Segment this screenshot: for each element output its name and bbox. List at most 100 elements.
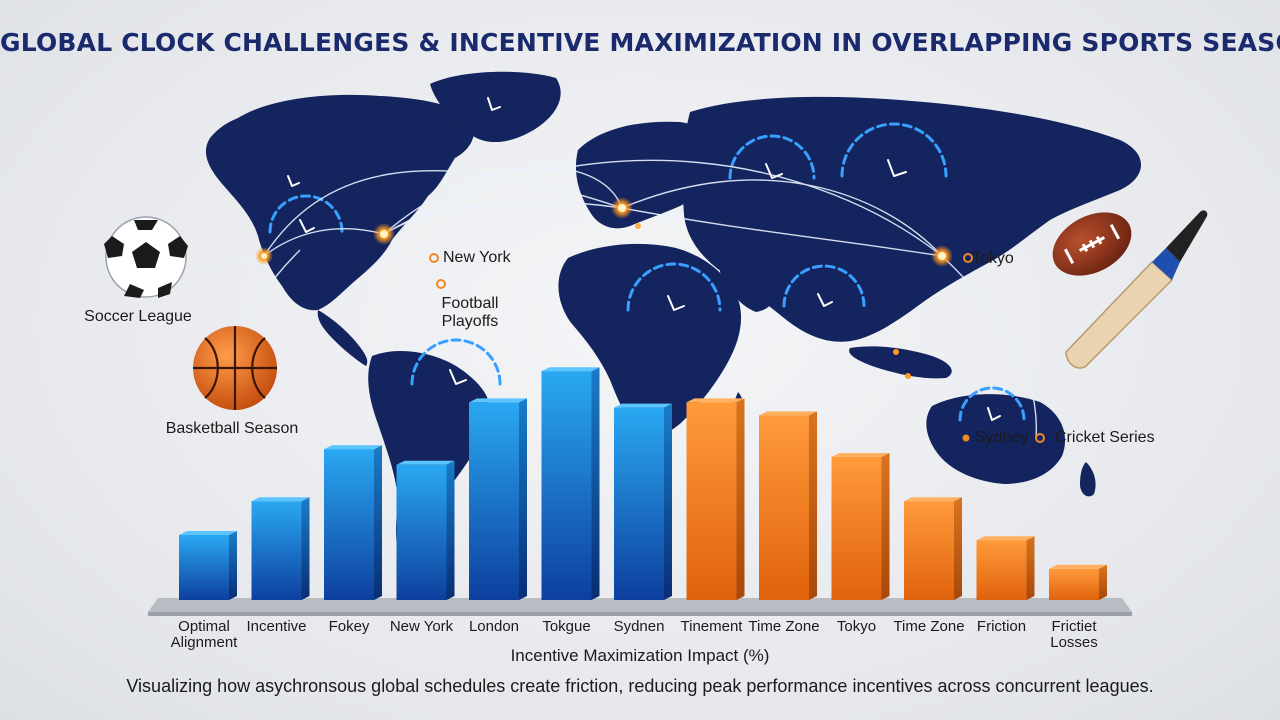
bar-1 (179, 531, 237, 600)
bar-top (759, 411, 817, 416)
chart-baseline (148, 598, 1132, 616)
bar-side (1026, 536, 1035, 600)
bar-side (736, 398, 745, 600)
bar-side (229, 531, 237, 600)
bar-top (251, 497, 310, 502)
label-dot-new-york (429, 253, 439, 263)
football-label-line2: Playoffs (441, 313, 499, 330)
indonesia-landmass (849, 346, 952, 379)
x-tick-label: Friction (976, 618, 1027, 635)
x-tick-label: Tinement (680, 618, 743, 635)
bar-series (179, 367, 1107, 600)
x-tick-label: Sydnen (613, 618, 665, 635)
africa-landmass (558, 243, 742, 436)
bar-top (396, 460, 455, 465)
caption: Visualizing how asychronsous global sche… (126, 676, 1154, 696)
bar-front (976, 540, 1027, 600)
arabia-landmass (720, 257, 776, 312)
clock-icon (268, 122, 1026, 422)
bar-top (469, 398, 527, 403)
label-dot-sydney (962, 434, 970, 442)
bar-front (179, 535, 229, 600)
bar-side (954, 497, 962, 600)
bar-13 (1049, 564, 1107, 600)
city-markers (255, 197, 1045, 443)
football-label-line1: Football (441, 295, 499, 312)
bar-top (179, 531, 237, 535)
bar-top (976, 536, 1035, 541)
cricket-series-label: Cricket Series (1055, 429, 1155, 446)
bar-top (686, 398, 745, 403)
central-america-landmass (317, 310, 368, 366)
x-tick-label: Tokgue (542, 618, 591, 635)
football-playoffs-label: Football Playoffs (442, 295, 499, 331)
north-america-landmass (205, 94, 475, 311)
x-tick-label: London (468, 618, 520, 635)
x-tick-label: Time Zone (893, 618, 965, 635)
bar-8 (686, 398, 745, 600)
x-tick-label: Incentive (246, 618, 307, 635)
bar-front (686, 402, 737, 600)
basketball-icon (193, 326, 277, 410)
bar-front (831, 457, 882, 600)
bar-6 (541, 367, 600, 600)
bar-front (614, 407, 664, 600)
x-axis-label: Incentive Maximization Impact (%) (510, 646, 770, 665)
bar-side (1099, 564, 1107, 600)
x-tick-label: Optimal Alignment (170, 618, 238, 651)
bar-front (904, 501, 954, 600)
soccer-league-label: Soccer League (84, 308, 192, 325)
bar-side (664, 403, 672, 600)
bar-12 (976, 536, 1035, 600)
bar-7 (614, 403, 672, 600)
bar-side (809, 411, 817, 600)
bar-front (324, 449, 374, 600)
bar-5 (469, 398, 527, 600)
new-zealand-landmass (1080, 462, 1096, 497)
sydney-label: Sydney (975, 429, 1029, 446)
bar-side (301, 497, 310, 600)
clock-hands (287, 97, 1001, 421)
bar-top (541, 367, 600, 372)
bar-9 (759, 411, 817, 600)
bar-11 (904, 497, 962, 600)
bar-side (881, 453, 890, 600)
soccer-ball-icon (104, 216, 188, 298)
x-tick-label: Frictiet Losses (1050, 618, 1098, 651)
bar-4 (396, 460, 455, 600)
football-icon (1052, 212, 1132, 276)
basketball-season-label: Basketball Season (165, 420, 299, 437)
bar-top (904, 497, 962, 502)
new-york-label: New York (443, 249, 511, 266)
label-dot-cricket (1035, 433, 1045, 443)
bar-side (446, 460, 455, 600)
bar-10 (831, 453, 890, 600)
bar-side (374, 445, 382, 600)
clock-gauges (268, 97, 1026, 422)
x-tick-label: Fokey (328, 618, 370, 635)
bar-top (1049, 564, 1107, 569)
label-dot-tokyo (963, 253, 973, 263)
bar-3 (324, 445, 382, 600)
bar-front (759, 415, 809, 600)
bar-side (519, 398, 527, 600)
label-dot-football (436, 279, 446, 289)
bar-front (251, 501, 302, 600)
bar-top (831, 453, 890, 457)
bar-2 (251, 497, 310, 600)
x-tick-label: Time Zone (748, 618, 820, 635)
greenland-landmass (430, 71, 561, 143)
bar-side (591, 367, 600, 600)
asia-landmass (682, 96, 1142, 342)
bar-front (396, 464, 447, 600)
bar-front (469, 402, 519, 600)
bar-front (1049, 568, 1099, 600)
bar-front (541, 371, 592, 600)
bar-top (324, 445, 382, 450)
tokyo-label: Tokyo (972, 250, 1014, 267)
page-title: GLOBAL CLOCK CHALLENGES & INCENTIVE MAXI… (0, 28, 1280, 57)
x-tick-label: Tokyo (836, 618, 877, 635)
bar-top (614, 403, 672, 408)
cricket-bat-icon (1065, 210, 1208, 369)
